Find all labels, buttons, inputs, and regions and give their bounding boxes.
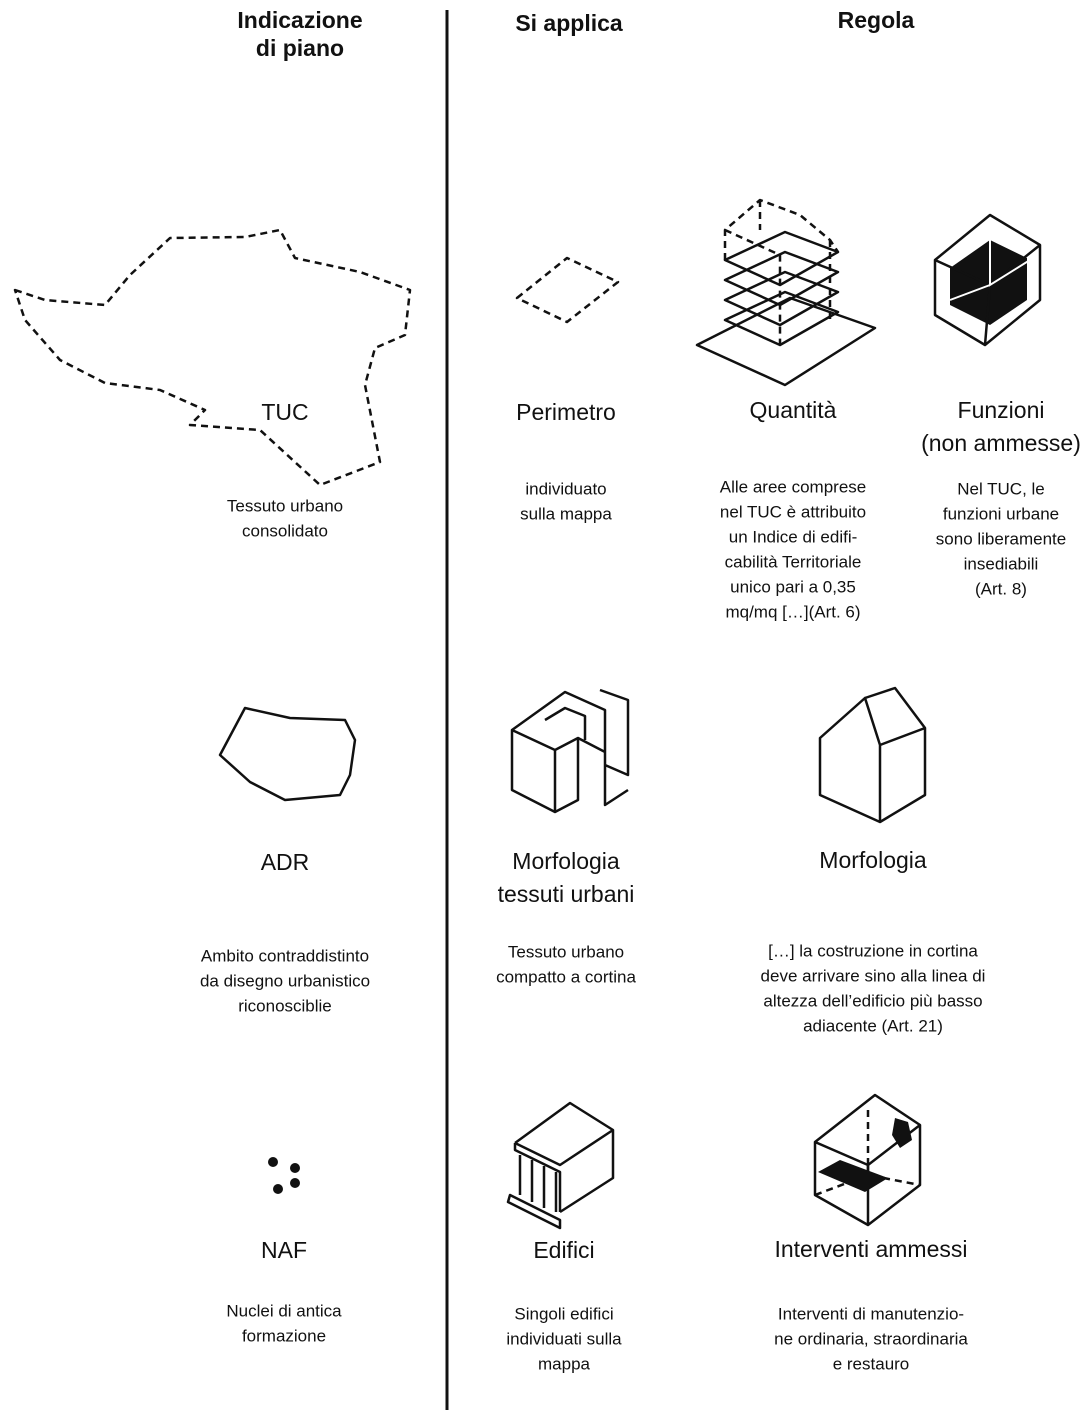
indicator-label: ADR bbox=[261, 849, 310, 875]
applies-description: individuato bbox=[525, 479, 606, 498]
column-title: Si applica bbox=[515, 10, 623, 36]
naf-icon bbox=[268, 1157, 300, 1194]
applies-description: mappa bbox=[538, 1354, 591, 1373]
perimetro-icon bbox=[515, 256, 620, 324]
rule-description: funzioni urbane bbox=[943, 504, 1059, 523]
rule-description: sono liberamente bbox=[936, 529, 1066, 548]
applies-description: Singoli edifici bbox=[514, 1304, 613, 1323]
rule-label: Morfologia bbox=[819, 847, 927, 873]
rule-description: ne ordinaria, straordinaria bbox=[774, 1329, 968, 1348]
morfologia-tessuti-icon bbox=[510, 688, 630, 814]
rule-label: Interventi ammessi bbox=[774, 1236, 967, 1262]
morfologia-icon bbox=[818, 686, 927, 824]
rule-description: […] la costruzione in cortina bbox=[768, 941, 978, 960]
rule-description: Interventi di manutenzio- bbox=[778, 1304, 964, 1323]
rule-description: altezza dell’edificio più basso bbox=[763, 991, 982, 1010]
rule-description: mq/mq […](Art. 6) bbox=[725, 602, 860, 621]
indicator-description: riconoscibli​e bbox=[238, 996, 332, 1015]
interventi-icon bbox=[813, 1093, 922, 1227]
indicator-description: Tessuto urbano bbox=[227, 496, 343, 515]
adr-icon bbox=[218, 706, 357, 802]
column-title: di piano bbox=[256, 35, 344, 61]
rule-description: Alle aree comprese bbox=[720, 477, 866, 496]
indicator-description: Nuclei di antica bbox=[226, 1301, 342, 1320]
rule-description: Nel TUC, le bbox=[957, 479, 1045, 498]
edifici-icon bbox=[506, 1101, 615, 1230]
applies-label: tessuti urbani bbox=[498, 881, 635, 907]
indicator-description: consolidato bbox=[242, 521, 328, 540]
rule-description: e restauro bbox=[833, 1354, 910, 1373]
rule-description: insediabili bbox=[964, 554, 1039, 573]
rule-description: nel TUC è attribuito bbox=[720, 502, 866, 521]
rule-description: adiacente (Art. 21) bbox=[803, 1016, 943, 1035]
applies-description: sulla mappa bbox=[520, 504, 612, 523]
tuc-icon bbox=[13, 228, 412, 487]
applies-label: Perimetro bbox=[516, 399, 616, 425]
indicator-description: Ambito contraddistinto bbox=[201, 946, 369, 965]
column-title: Regola bbox=[838, 7, 915, 33]
rule-label: Quantità bbox=[750, 397, 837, 423]
rule-label: Funzioni bbox=[958, 397, 1045, 423]
column-title: Indicazione bbox=[237, 7, 362, 33]
applies-description: Tessuto urbano bbox=[508, 942, 624, 961]
rule-description: un Indice di edifi- bbox=[729, 527, 858, 546]
funzioni-icon bbox=[933, 213, 1042, 347]
rule-description: (Art. 8) bbox=[975, 579, 1027, 598]
indicator-label: NAF bbox=[261, 1237, 307, 1263]
indicator-label: TUC bbox=[261, 399, 308, 425]
applies-description: individuati sulla bbox=[506, 1329, 622, 1348]
applies-label: Morfologia bbox=[512, 848, 620, 874]
indicator-description: da disegno urbanistico bbox=[200, 971, 370, 990]
rule-description: deve arrivare sino alla linea di bbox=[761, 966, 986, 985]
indicator-description: formazione bbox=[242, 1326, 326, 1345]
rule-label: (non ammesse) bbox=[921, 430, 1081, 456]
quantita-icon bbox=[695, 198, 877, 387]
applies-description: compatto a cortina bbox=[496, 967, 636, 986]
applies-label: Edifici bbox=[533, 1237, 594, 1263]
rule-description: cabilità Territoriale bbox=[725, 552, 862, 571]
rule-description: unico pari a 0,35 bbox=[730, 577, 856, 596]
